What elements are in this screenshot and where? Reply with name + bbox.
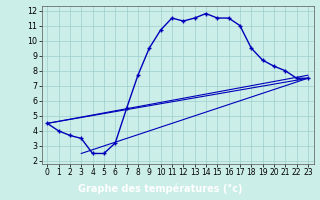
Text: Graphe des températures (°c): Graphe des températures (°c) — [78, 183, 242, 194]
